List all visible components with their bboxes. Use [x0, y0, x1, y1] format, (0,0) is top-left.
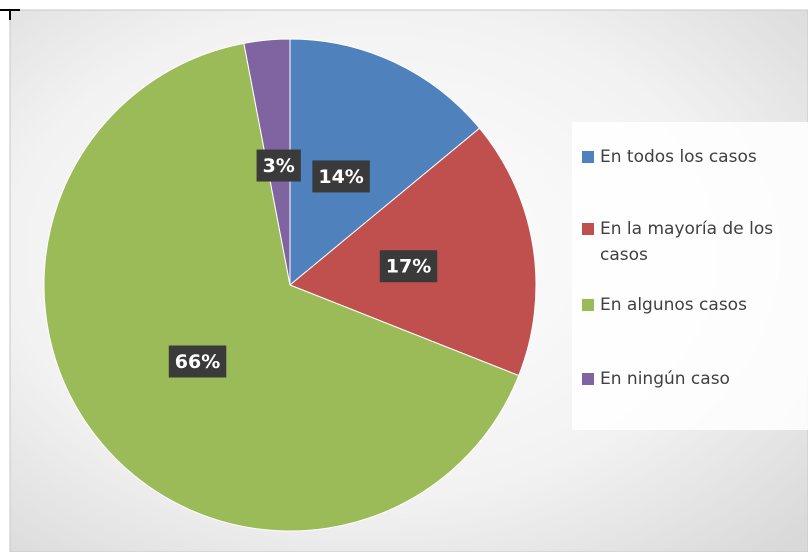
data-label: 14%	[318, 166, 363, 188]
legend-item: En ningún caso	[582, 366, 802, 392]
pie-slice	[289, 38, 481, 287]
legend-label: En algunos casos	[600, 295, 747, 315]
legend-item: En todos los casos	[582, 144, 802, 170]
pie-slice	[43, 42, 520, 532]
legend-swatch	[582, 151, 594, 163]
data-label: 17%	[386, 256, 431, 278]
data-label: 3%	[263, 155, 295, 177]
pie	[43, 38, 537, 532]
data-label-box	[168, 345, 227, 378]
data-label: 66%	[175, 351, 220, 373]
legend-label: En ningún caso	[600, 369, 730, 389]
legend-label: En todos los casos	[600, 147, 757, 167]
legend-swatch	[582, 299, 594, 311]
legend-swatch	[582, 223, 594, 235]
legend-item: En algunos casos	[582, 292, 802, 318]
legend: En todos los casos En la mayoría de los c…	[572, 122, 808, 430]
data-labels: 14% 17% 66% 3%	[168, 149, 438, 378]
data-label-box	[312, 160, 370, 193]
data-label-box	[256, 149, 301, 182]
legend-label: En la mayoría de los casos	[600, 219, 774, 265]
legend-swatch	[582, 373, 594, 385]
legend-item: En la mayoría de los casos	[582, 216, 802, 268]
data-label-box	[379, 250, 438, 283]
